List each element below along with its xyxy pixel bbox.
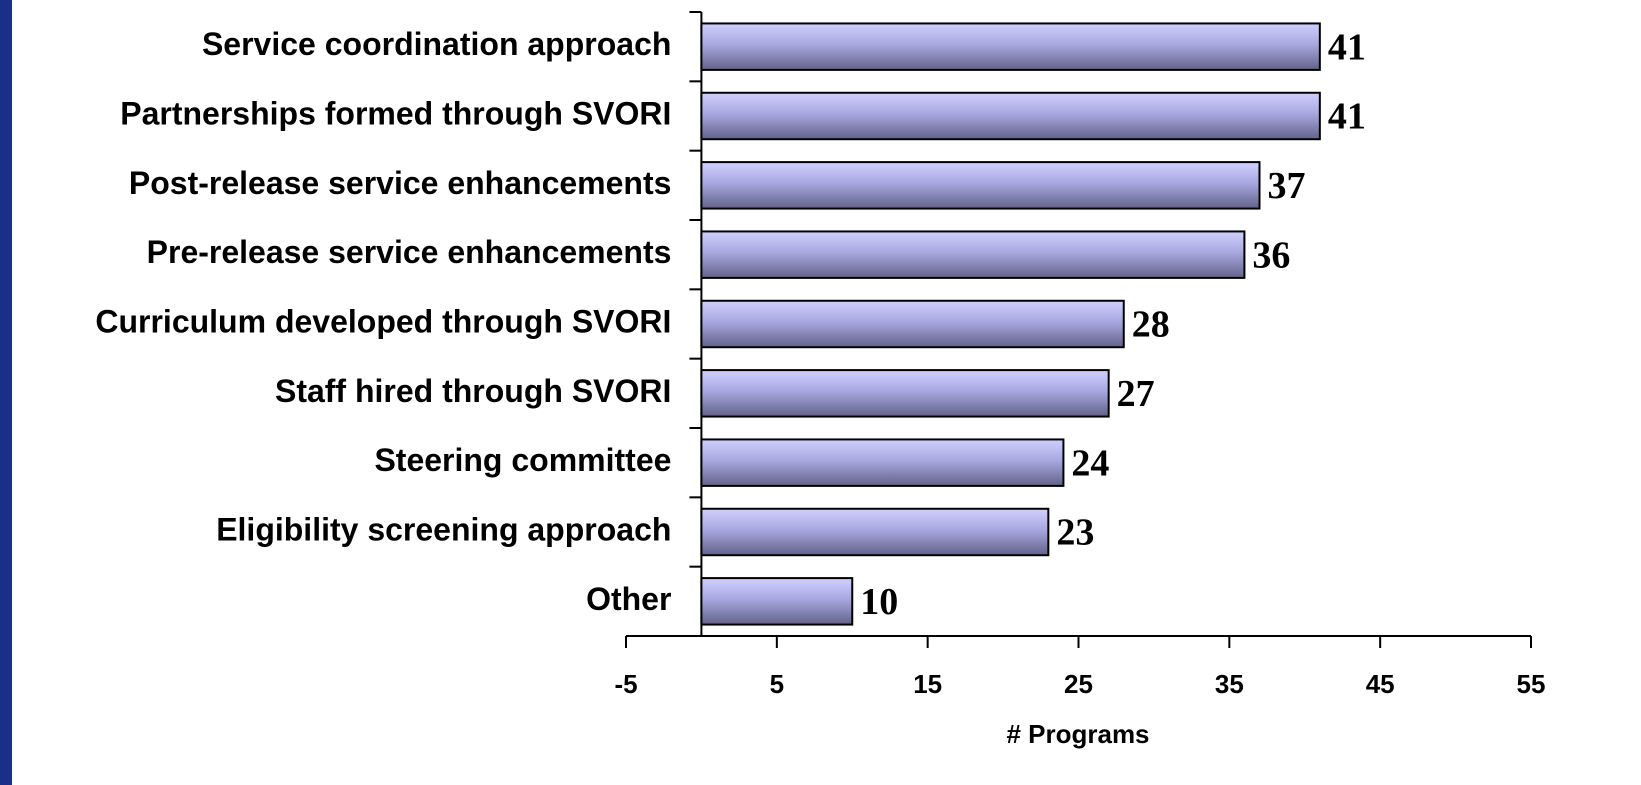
value-label: 36 xyxy=(1252,234,1290,276)
y-tick-label: Staff hired through SVORI xyxy=(275,373,671,409)
bar xyxy=(700,507,1050,557)
bar xyxy=(700,577,854,626)
y-tick-label: Other xyxy=(586,581,671,617)
x-tick-label: 5 xyxy=(770,669,784,699)
x-tick-label: 45 xyxy=(1366,669,1395,699)
bar xyxy=(700,230,1246,279)
y-tick-label: Steering committee xyxy=(374,442,671,478)
value-label: 37 xyxy=(1268,165,1306,207)
y-tick-label: Curriculum developed through SVORI xyxy=(95,303,671,339)
x-tick-label: 15 xyxy=(913,669,942,699)
value-label: 28 xyxy=(1132,304,1170,346)
value-label: 23 xyxy=(1056,512,1094,554)
plot-area: -5 5 15 25 35 45 55 Service coordination approa… xyxy=(95,11,1546,699)
value-label: 24 xyxy=(1071,442,1109,484)
y-tick-label: Eligibility screening approach xyxy=(216,511,671,547)
x-tick-label: 25 xyxy=(1064,669,1093,699)
bar xyxy=(700,369,1110,418)
value-label: 41 xyxy=(1328,96,1366,138)
value-label: 27 xyxy=(1117,373,1155,415)
bar xyxy=(700,438,1065,487)
x-axis-label: # Programs xyxy=(1006,719,1149,749)
x-tick-label: 55 xyxy=(1517,669,1546,699)
bar xyxy=(700,299,1125,349)
y-tick-label: Partnerships formed through SVORI xyxy=(120,95,671,131)
x-tick-label: 35 xyxy=(1215,669,1244,699)
bar xyxy=(700,161,1261,210)
x-tick-label: -5 xyxy=(614,669,637,699)
side-strip xyxy=(0,0,12,785)
y-tick-label: Post-release service enhancements xyxy=(129,165,672,201)
bar xyxy=(700,22,1321,71)
bar xyxy=(700,91,1321,141)
y-tick-label: Service coordination approach xyxy=(202,26,671,62)
value-label: 10 xyxy=(860,581,898,623)
y-tick-label: Pre-release service enhancements xyxy=(147,234,672,270)
value-label: 41 xyxy=(1328,26,1366,68)
